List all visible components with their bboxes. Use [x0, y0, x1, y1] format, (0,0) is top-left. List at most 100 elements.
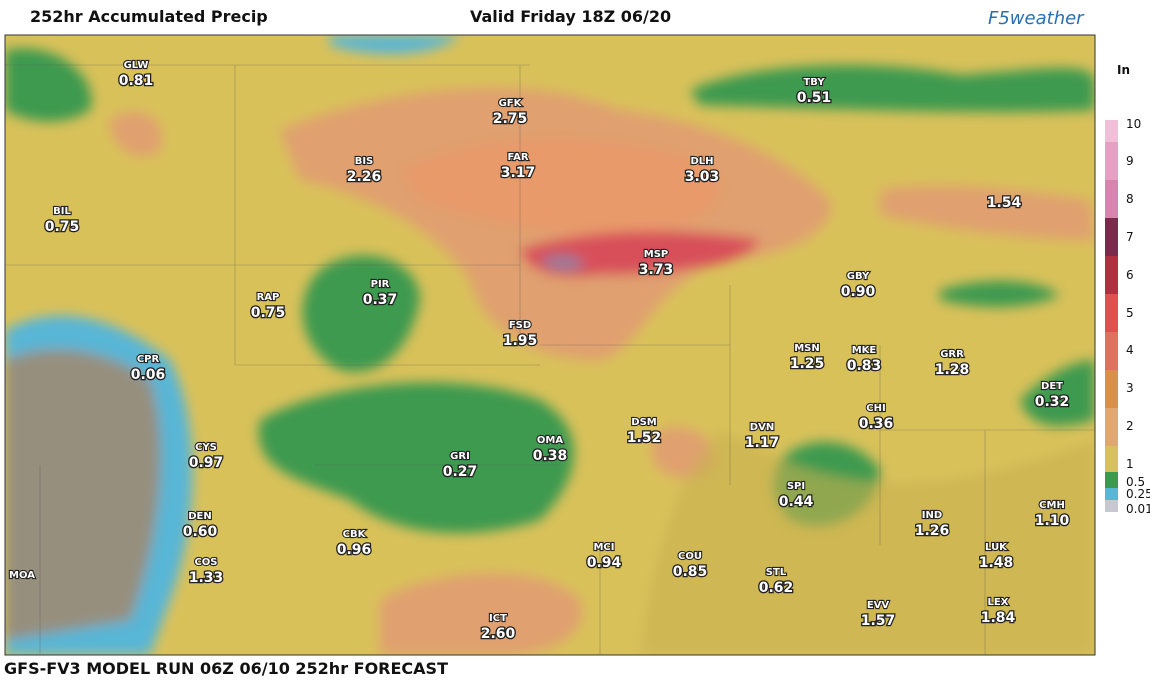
station-code: DEN: [188, 511, 212, 522]
station-value: 0.90: [841, 284, 876, 300]
colorbar-label: 8: [1126, 192, 1134, 206]
colorbar-label: 3: [1126, 381, 1134, 395]
colorbar: 10 9 8 7 6 5 4 3 2 1 0.50.250.01: [1105, 117, 1150, 516]
colorbar-segment: [1105, 218, 1118, 256]
colorbar-label: 2: [1126, 419, 1134, 433]
station-code: FSD: [509, 320, 531, 331]
station-value: 0.37: [363, 292, 398, 308]
station-value: 1.84: [981, 610, 1016, 626]
station-value: 0.75: [45, 219, 80, 235]
station-code: BIL: [53, 206, 71, 217]
station-code: MKE: [852, 345, 877, 356]
colorbar-label: 6: [1126, 268, 1134, 282]
station-code: GRR: [940, 349, 964, 360]
map-title: 252hr Accumulated Precip: [30, 7, 268, 26]
station-value: 1.28: [935, 362, 970, 378]
station-code: RAP: [257, 292, 280, 303]
valid-time: Valid Friday 18Z 06/20: [470, 7, 671, 26]
colorbar-label: 10: [1126, 117, 1141, 131]
station-value: 3.17: [501, 165, 536, 181]
station-code: CPR: [137, 354, 160, 365]
colorbar-segment: [1105, 120, 1118, 142]
station-value: 1.33: [189, 570, 224, 586]
station-value: 1.10: [1035, 513, 1070, 529]
station-value: 0.51: [797, 90, 832, 106]
station-code: COU: [678, 551, 702, 562]
legend-unit: In: [1117, 63, 1130, 77]
station-code: MOA: [9, 570, 35, 581]
station-code: STL: [766, 567, 787, 578]
colorbar-segment: [1105, 472, 1118, 488]
colorbar-label: 5: [1126, 306, 1134, 320]
colorbar-label: 0.5: [1126, 475, 1145, 489]
colorbar-segment: [1105, 294, 1118, 332]
station-code: DVN: [750, 422, 774, 433]
station-value: 0.36: [859, 416, 894, 432]
station-value: 1.17: [745, 435, 780, 451]
station-value: 1.25: [790, 356, 825, 372]
colorbar-segment: [1105, 500, 1118, 512]
station-code: IND: [922, 510, 942, 521]
station-value: 1.54: [987, 195, 1022, 211]
station-code: LEX: [988, 597, 1009, 608]
colorbar-segment: [1105, 180, 1118, 218]
colorbar-segment: [1105, 370, 1118, 408]
station-code: GRI: [450, 451, 470, 462]
station-code: MSP: [644, 249, 668, 260]
station-value: 3.73: [639, 262, 674, 278]
station-code: TBY: [803, 77, 825, 88]
colorbar-label: 0.01: [1126, 502, 1150, 516]
station-code: GLW: [124, 60, 149, 71]
station-code: COS: [194, 557, 217, 568]
colorbar-segment: [1105, 446, 1118, 472]
station-value: 1.52: [627, 430, 662, 446]
station-code: EVV: [867, 600, 890, 611]
station-value: 0.85: [673, 564, 708, 580]
station-code: MCI: [593, 542, 614, 553]
station-code: CHI: [866, 403, 885, 414]
colorbar-label: 4: [1126, 343, 1134, 357]
station-code: DET: [1041, 381, 1063, 392]
station-code: GBY: [847, 271, 870, 282]
station-value: 0.62: [759, 580, 794, 596]
station-value: 0.27: [443, 464, 478, 480]
station-value: 1.26: [915, 523, 950, 539]
station-value: 0.96: [337, 542, 372, 558]
station-value: 1.95: [503, 333, 538, 349]
footer-text: GFS-FV3 MODEL RUN 06Z 06/10 252hr FORECA…: [4, 659, 448, 678]
station-value: 3.03: [685, 169, 720, 185]
station-code: CMH: [1039, 500, 1065, 511]
station-value: 0.44: [779, 494, 814, 510]
station-labels: GLW 0.81 GFK 2.75 BIS 2.26 FAR 3.17 DLH 3.03 TBY 0.…: [8, 59, 1071, 643]
colorbar-segment: [1105, 332, 1118, 370]
colorbar-segment: [1105, 408, 1118, 446]
station-value: 0.32: [1035, 394, 1070, 410]
station-value: 0.38: [533, 448, 568, 464]
precip-field: [5, 35, 1095, 655]
station-value: 0.81: [119, 73, 154, 89]
colorbar-segment: [1105, 488, 1118, 500]
station-code: DLH: [690, 156, 713, 167]
colorbar-segment: [1105, 256, 1118, 294]
station-code: MSN: [794, 343, 820, 354]
station-value: 0.75: [251, 305, 286, 321]
station-code: LUK: [985, 542, 1008, 553]
station-value: 2.60: [481, 626, 516, 642]
station-value: 0.60: [183, 524, 218, 540]
station-code: CBK: [343, 529, 367, 540]
station-value: 1.57: [861, 613, 896, 629]
station-code: PIR: [371, 279, 390, 290]
colorbar-segment: [1105, 142, 1118, 180]
station-code: DSM: [631, 417, 657, 428]
station-code: ICT: [489, 613, 507, 624]
station-value: 0.94: [587, 555, 622, 571]
station-code: GFK: [499, 98, 523, 109]
station-value: 0.97: [189, 455, 224, 471]
station-value: 0.83: [847, 358, 882, 374]
colorbar-label: 9: [1126, 154, 1134, 168]
colorbar-label: 0.25: [1126, 487, 1150, 501]
station-code: BIS: [355, 156, 374, 167]
station-code: OMA: [537, 435, 563, 446]
